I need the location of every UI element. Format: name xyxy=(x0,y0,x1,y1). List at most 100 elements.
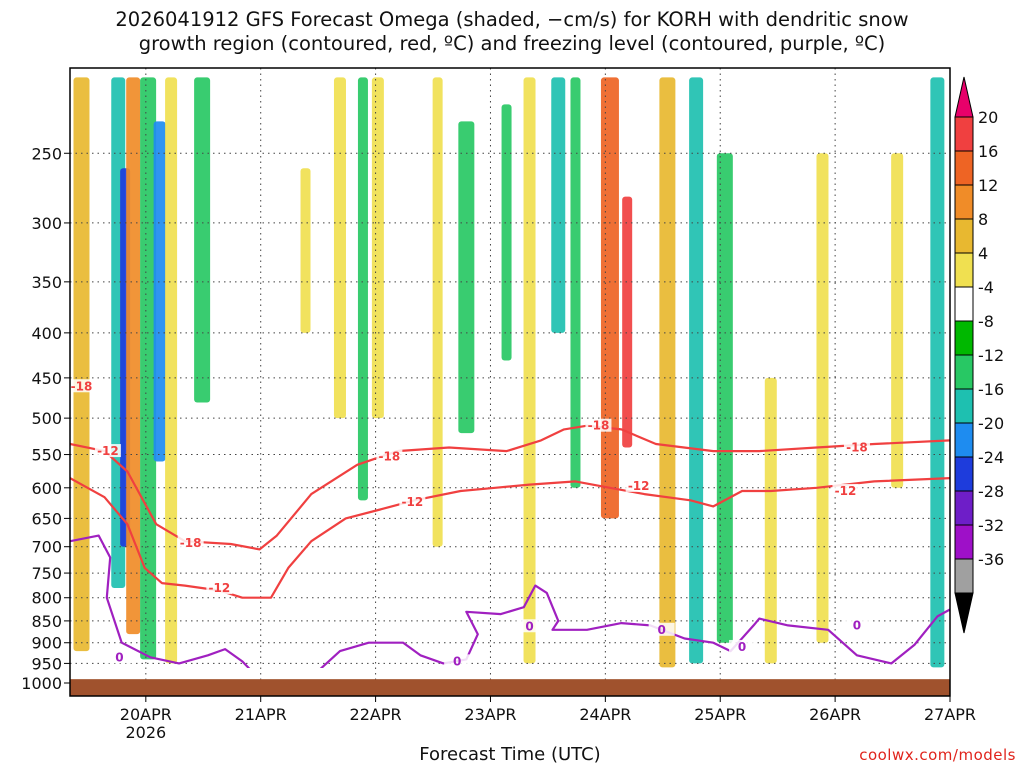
credit-text: coolwx.com/models xyxy=(859,746,1016,764)
contour-freezing-level xyxy=(70,534,950,668)
contour-label-bg-10 xyxy=(106,650,133,664)
y-tick-label-11: 800 xyxy=(31,589,62,608)
omega-band-13 xyxy=(458,121,475,434)
colorbar-swatch-12 xyxy=(954,490,974,526)
contour-label-bg-5 xyxy=(399,495,426,509)
x-tick-label-4: 24APR xyxy=(579,705,631,724)
y-tick-label-10: 750 xyxy=(31,564,62,583)
omega-band-6 xyxy=(165,77,178,664)
y-tick-label-5: 500 xyxy=(31,409,62,428)
omega-band-19 xyxy=(622,196,633,448)
contour-label-bg-12 xyxy=(516,619,543,633)
colorbar-swatch-7 xyxy=(954,320,974,356)
contour-label-10: 0 xyxy=(115,650,123,664)
x-tick-label-0: 20APR xyxy=(120,705,172,724)
colorbar-swatch-9 xyxy=(954,388,974,424)
omega-band-15 xyxy=(523,77,536,664)
x-tick-sublabel: 2026 xyxy=(125,723,166,742)
x-tick-label-1: 21APR xyxy=(235,705,287,724)
omega-band-25 xyxy=(891,153,904,488)
colorbar-swatch-13 xyxy=(954,524,974,560)
contour-label-8: -18 xyxy=(846,441,868,455)
title-line-2: growth region (contoured, red, ºC) and f… xyxy=(138,32,886,55)
omega-band-3 xyxy=(126,77,141,635)
contour-label-bg-11 xyxy=(444,654,471,668)
omega-band-7 xyxy=(194,77,211,403)
x-axis-label: Forecast Time (UTC) xyxy=(419,744,601,765)
ground-fill xyxy=(70,679,950,696)
colorbar-label-8: -16 xyxy=(978,380,1004,399)
colorbar-swatch-8 xyxy=(954,354,974,390)
y-axis-ticks: 250 300 350 400 450 500 550 600 650 700 750 800 850 9… xyxy=(21,144,70,693)
omega-band-16 xyxy=(551,77,566,333)
colorbar-label-3: 8 xyxy=(978,210,988,229)
colorbar-label-10: -24 xyxy=(978,448,1004,467)
contour-label-14: 0 xyxy=(738,640,746,654)
y-tick-label-14: 950 xyxy=(31,654,62,673)
colorbar-label-2: 12 xyxy=(978,176,998,195)
ground-layer xyxy=(70,679,950,696)
colorbar-label-4: 4 xyxy=(978,244,988,263)
contour-dgz-upper xyxy=(70,424,950,551)
omega-band-20 xyxy=(659,77,676,668)
colorbar-label-5: -4 xyxy=(978,278,994,297)
omega-band-9 xyxy=(333,77,346,419)
omega-shading xyxy=(73,77,945,668)
omega-band-0 xyxy=(73,77,90,652)
y-tick-label-0: 250 xyxy=(31,144,62,163)
omega-band-8 xyxy=(300,168,311,333)
omega-band-26 xyxy=(930,77,945,668)
contour-label-bg-1 xyxy=(94,444,121,458)
colorbar-swatch-4 xyxy=(954,218,974,254)
omega-band-21 xyxy=(689,77,704,664)
colorbar-swatch-10 xyxy=(954,422,974,458)
omega-band-12 xyxy=(432,77,443,547)
contour-label-bg-9 xyxy=(832,483,859,497)
contour-label-7: -12 xyxy=(628,479,650,493)
colorbar-top-arrow xyxy=(954,76,974,118)
omega-band-14 xyxy=(501,104,512,361)
y-tick-label-15: 1000 xyxy=(21,674,62,693)
colorbar-swatch-1 xyxy=(954,116,974,152)
contour-label-bg-3 xyxy=(206,581,233,595)
contour-label-bg-7 xyxy=(625,478,652,492)
contour-label-bg-13 xyxy=(648,622,675,636)
x-tick-label-5: 25APR xyxy=(694,705,746,724)
y-tick-label-9: 700 xyxy=(31,538,62,557)
x-tick-label-2: 22APR xyxy=(350,705,402,724)
contour-label-bg-6 xyxy=(585,418,612,432)
contour-label-13: 0 xyxy=(657,623,665,637)
omega-band-18 xyxy=(600,77,619,519)
colorbar-label-12: -32 xyxy=(978,516,1004,535)
y-tick-label-2: 350 xyxy=(31,273,62,292)
colorbar-swatch-2 xyxy=(954,150,974,186)
contour-label-4: -18 xyxy=(379,450,401,464)
plot-frame xyxy=(69,67,951,697)
contour-label-bg-14 xyxy=(729,639,756,653)
x-tick-label-3: 23APR xyxy=(464,705,516,724)
contour-label-9: -12 xyxy=(835,484,857,498)
y-tick-label-12: 850 xyxy=(31,612,62,631)
y-tick-label-4: 450 xyxy=(31,369,62,388)
title-line-1: 2026041912 GFS Forecast Omega (shaded, −… xyxy=(115,8,909,31)
omega-band-17 xyxy=(570,77,581,488)
y-tick-label-7: 600 xyxy=(31,479,62,498)
y-tick-label-1: 300 xyxy=(31,214,62,233)
colorbar-swatch-11 xyxy=(954,456,974,492)
colorbar-swatch-6 xyxy=(954,286,974,322)
contour-label-6: -18 xyxy=(588,419,610,433)
x-axis-ticks: 20APR 21APR 22APR 23APR 24APR 25APR 26APR 27APR… xyxy=(120,696,976,742)
x-tick-label-6: 26APR xyxy=(809,705,861,724)
contour-label-15: 0 xyxy=(853,618,861,632)
contour-label-bg-8 xyxy=(843,440,870,454)
y-tick-label-8: 650 xyxy=(31,509,62,528)
omega-band-4 xyxy=(140,77,157,660)
contour-label-2: -18 xyxy=(180,536,202,550)
colorbar-swatch-3 xyxy=(954,184,974,220)
colorbar-swatch-5 xyxy=(954,252,974,288)
x-tick-label-7: 27APR xyxy=(924,705,976,724)
y-tick-label-6: 550 xyxy=(31,446,62,465)
omega-band-24 xyxy=(816,153,829,643)
colorbar-label-7: -12 xyxy=(978,346,1004,365)
